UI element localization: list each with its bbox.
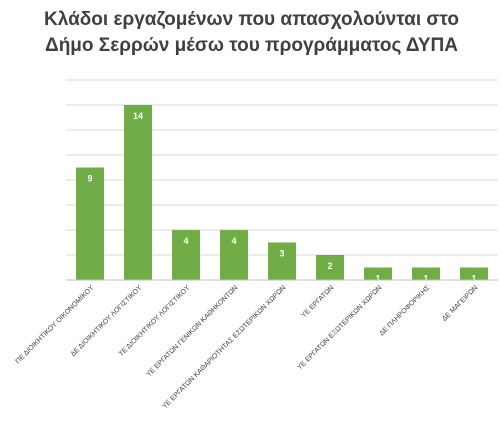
category-label: ΥΕ ΕΡΓΑΤΩΝ [300, 284, 335, 319]
bar [316, 255, 344, 280]
data-label: 14 [133, 111, 143, 121]
chart-title-line-2: Δήμο Σερρών μέσω του προγράμματος ΔΥΠΑ [45, 35, 458, 56]
category-label: ΠΕ ΔΙΟΙΚΗΤΙΚΟΥ ΟΙΚΟΝΟΜΙΚΟΥ [15, 284, 96, 365]
chart-title-line-1: Κλάδοι εργαζομένων που απασχολούνται στο [44, 9, 459, 30]
category-label: ΥΕ ΕΡΓΑΤΩΝ ΓΕΝΙΚΩΝ ΚΑΘΗΚΟΝΤΩΝ [145, 284, 239, 378]
bar [460, 267, 488, 280]
data-label: 4 [231, 236, 236, 246]
bar [220, 230, 248, 280]
data-label: 1 [423, 274, 428, 284]
data-label: 1 [471, 274, 476, 284]
bar [364, 267, 392, 280]
bar [172, 230, 200, 280]
data-label: 2 [327, 261, 332, 271]
category-label: ΔΕ ΜΑΓΕΙΡΩΝ [441, 284, 479, 322]
data-label: 3 [279, 249, 284, 259]
category-label: ΔΕ ΠΛΗΡΟΦΟΡΙΚΗΣ [378, 284, 431, 337]
category-label: ΥΕ ΕΡΓΑΤΩΝ ΕΞΩΤΕΡΙΚΩΝ ΧΩΡΩΝ [296, 284, 383, 371]
bar [76, 167, 104, 280]
bar [268, 242, 296, 280]
bar [124, 105, 152, 280]
data-labels: 9 14 4 4 3 2 1 1 1 [87, 111, 476, 284]
bar [412, 267, 440, 280]
data-label: 4 [183, 236, 188, 246]
bars [76, 105, 488, 280]
data-label: 9 [87, 174, 92, 184]
data-label: 1 [375, 274, 380, 284]
